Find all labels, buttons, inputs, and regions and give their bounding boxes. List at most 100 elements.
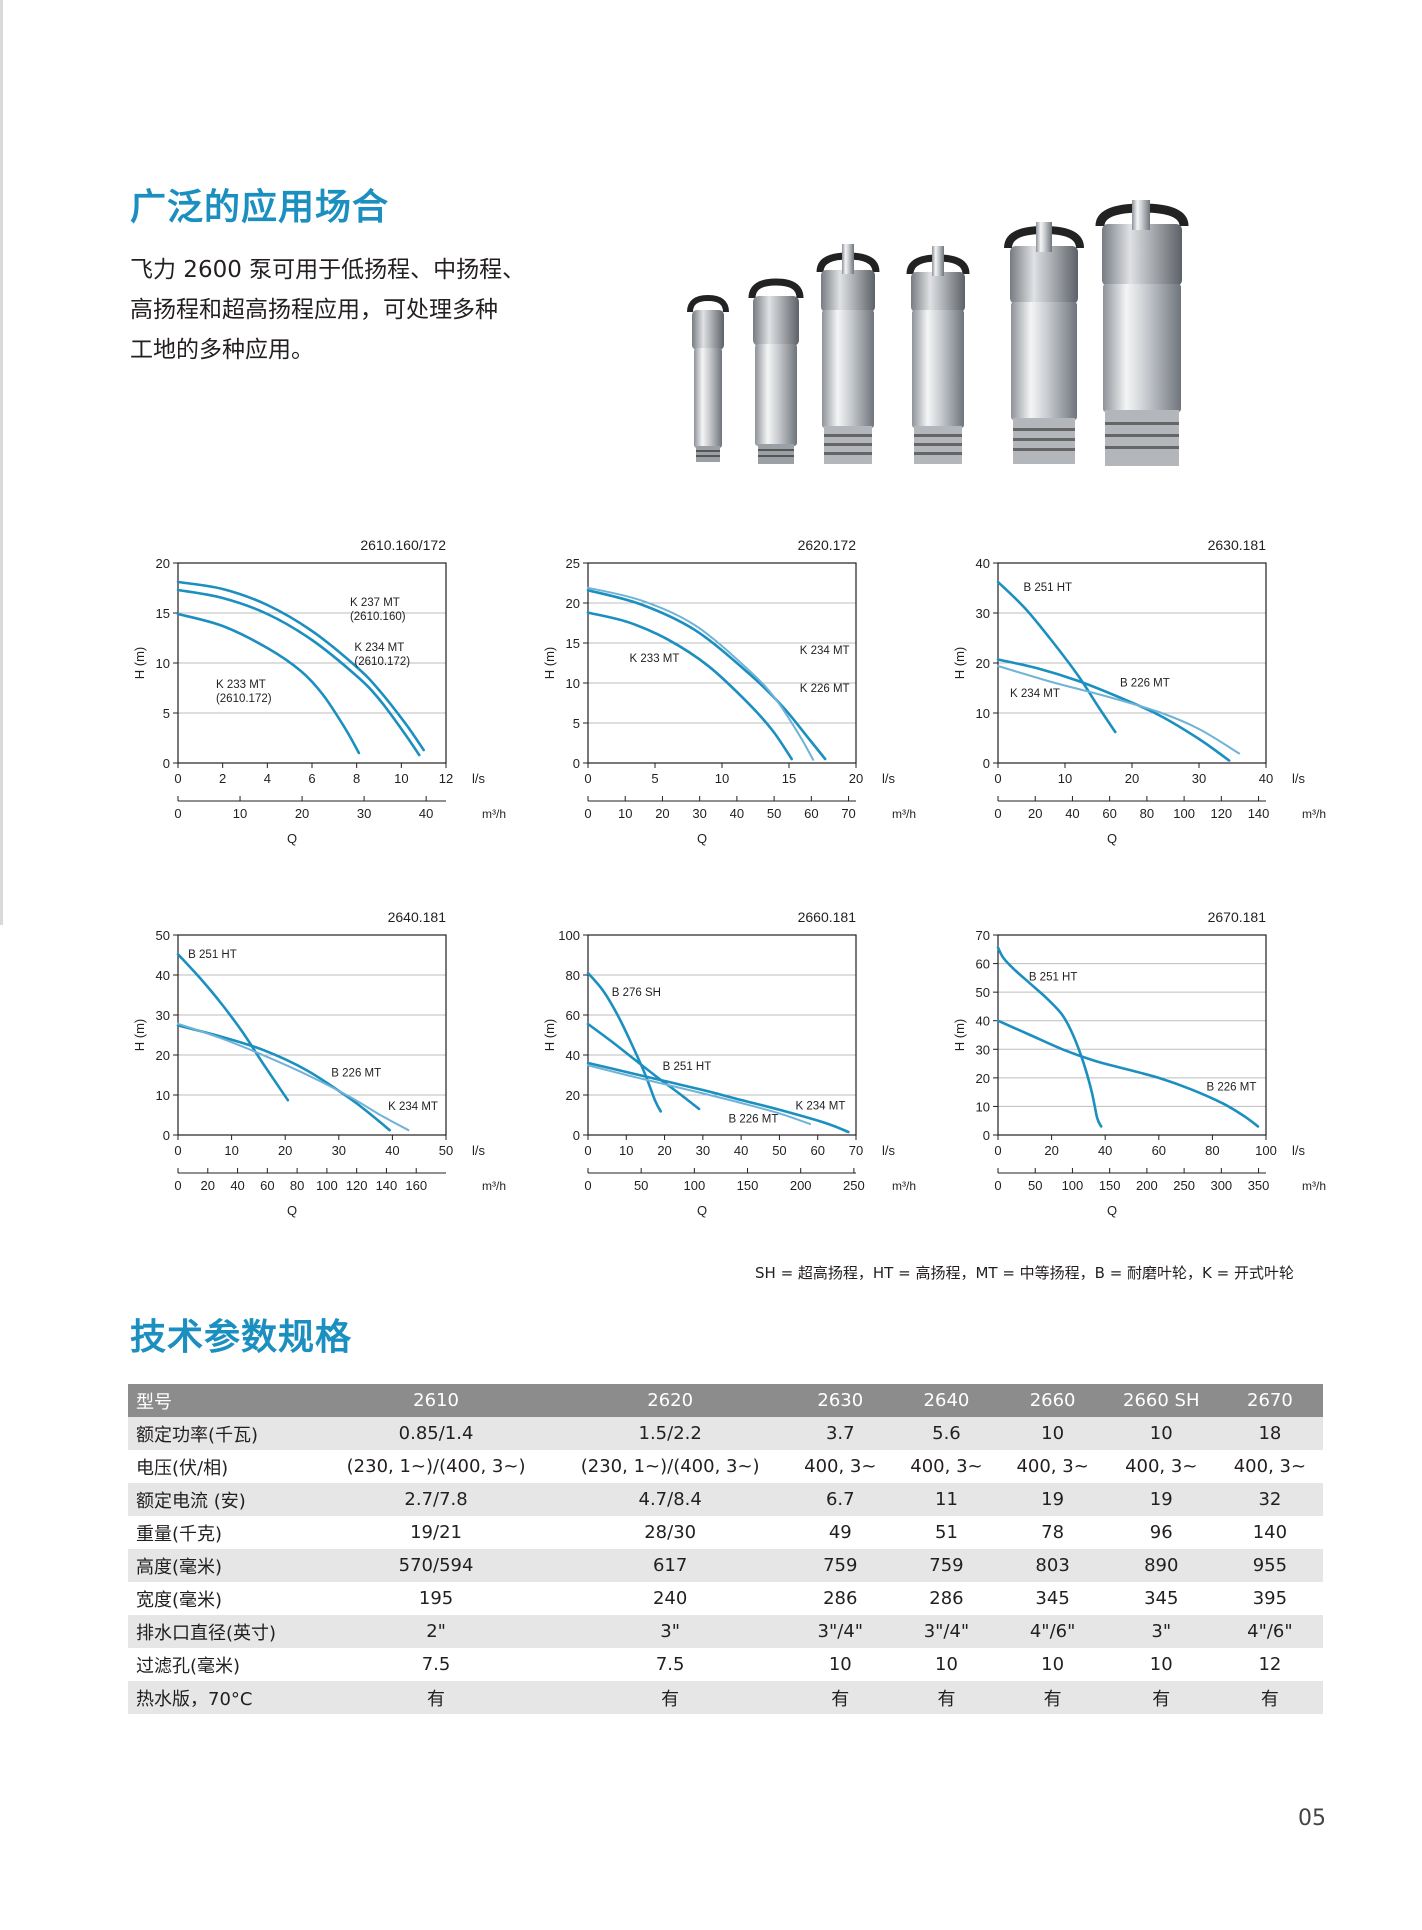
value-cell: 240 [652, 1588, 688, 1609]
plot-frame [587, 934, 857, 1136]
row-label-cell: 额定电流 (安) [128, 1483, 319, 1516]
spec-table-row: 排水口直径(英寸) 2" 3" 3"/4" 3"/4" 4"/6" 3" 4"/6" [128, 1615, 1323, 1648]
y-tick-label: 60 [976, 957, 990, 972]
page-number: 05 [1298, 1806, 1326, 1831]
value-cell: 32 [1216, 1483, 1323, 1516]
y-tick-label: 20 [156, 1048, 170, 1063]
y-tick-label: 0 [983, 1128, 990, 1143]
value-cell: 78 [1041, 1522, 1065, 1543]
page-edge-line [0, 0, 3, 925]
x2-tick-label: 70 [841, 806, 855, 821]
spec-table-header-row: 型号 2610 2620 2630 2640 2660 2660 SH 2670 [128, 1384, 1323, 1417]
x-tick-label: 40 [734, 1143, 748, 1158]
pump-curve [586, 1022, 701, 1111]
value-cell: 3"/4" [893, 1615, 1000, 1648]
x-tick-label: 40 [385, 1143, 399, 1158]
x-tick-label: 20 [278, 1143, 292, 1158]
y-tick-label: 50 [976, 985, 990, 1000]
y-tick-label: 10 [156, 656, 170, 671]
value-cell: 有 [999, 1681, 1106, 1714]
value-cell: 345 [1035, 1588, 1070, 1609]
x2-tick-label: 150 [737, 1178, 759, 1193]
x2-tick-label: 0 [994, 1178, 1001, 1193]
value-cell: 有 [787, 1681, 894, 1714]
value-cell: 0.85/1.4 [319, 1417, 554, 1450]
x2-tick-label: 80 [290, 1178, 304, 1193]
x-tick-label: 80 [1205, 1143, 1219, 1158]
x2-tick-label: 0 [994, 806, 1001, 821]
x-tick-label: 0 [584, 1143, 591, 1158]
value-cell: 28/30 [644, 1522, 697, 1543]
pump-curve [996, 946, 1103, 1128]
value-cell: 10 [1041, 1654, 1065, 1675]
x-tick-label: 60 [1152, 1143, 1166, 1158]
value-cell: 617 [553, 1549, 788, 1582]
spec-table-row: 电压(伏/相) (230, 1~)/(400, 3~) (230, 1~)/(400… [128, 1450, 1323, 1483]
abbreviation-legend: SH = 超高扬程，HT = 高扬程，MT = 中等扬程，B = 耐磨叶轮，K … [755, 1264, 1294, 1282]
curve-label: B 226 MT [1207, 1082, 1257, 1094]
curve-label: (2610.160) [350, 611, 406, 623]
y-tick-label: 10 [566, 676, 580, 691]
pump-figure [906, 246, 970, 464]
value-cell: 286 [929, 1588, 964, 1609]
x-tick-label: 10 [715, 771, 729, 786]
value-cell: 2.7/7.8 [319, 1483, 554, 1516]
curve-label: K 233 MT [630, 653, 680, 665]
value-cell: 759 [893, 1549, 1000, 1582]
x2-tick-label: 250 [1173, 1178, 1195, 1193]
plot-frame [997, 934, 1267, 1136]
pump-curve-chart: 2660.181 0 20 40 60 80 100 H (m) 0 10 20 30 40 50 60 70… [538, 900, 928, 1250]
y-tick-label: 40 [976, 1014, 990, 1029]
x2-tick-label: 160 [405, 1178, 427, 1193]
x-tick-label: 60 [810, 1143, 824, 1158]
x2-tick-label: 50 [767, 806, 781, 821]
value-cell: 803 [999, 1549, 1106, 1582]
y-tick-label: 70 [976, 928, 990, 943]
value-cell: 400, 3~ [1125, 1456, 1198, 1477]
x2-tick-label: 40 [730, 806, 744, 821]
x2-tick-label: 60 [260, 1178, 274, 1193]
x-unit-label: l/s [1292, 771, 1306, 786]
value-cell: 759 [787, 1549, 894, 1582]
row-label-cell: 排水口直径(英寸) [128, 1615, 319, 1648]
value-cell: 3" [1105, 1615, 1217, 1648]
value-cell: 4"/6" [999, 1615, 1106, 1648]
value-cell: 400, 3~ [910, 1456, 983, 1477]
y-axis-label: H (m) [542, 647, 557, 680]
value-cell: 19/21 [410, 1522, 462, 1543]
curve-label: B 251 HT [663, 1061, 712, 1073]
plot-frame [177, 934, 447, 1136]
value-cell: (230, 1~)/(400, 3~) [580, 1456, 760, 1477]
chart-title: 2670.181 [1208, 909, 1267, 925]
chart-title: 2660.181 [798, 909, 857, 925]
x2-tick-label: 200 [790, 1178, 812, 1193]
x-axis-label: Q [287, 1203, 297, 1218]
intro-line: 飞力 2600 泵可用于低扬程、中扬程、 [130, 257, 526, 283]
y-tick-label: 20 [976, 656, 990, 671]
x2-tick-label: 30 [692, 806, 706, 821]
header-cell: 2610 [319, 1384, 554, 1417]
value-cell: 400, 3~ [1233, 1456, 1307, 1477]
y-tick-label: 30 [976, 1042, 990, 1057]
x-axis-label: Q [1107, 831, 1117, 846]
x-tick-label: 100 [1255, 1143, 1277, 1158]
value-cell: 51 [935, 1522, 958, 1543]
section-title-specifications: 技术参数规格 [130, 1317, 353, 1358]
x-tick-label: 20 [1125, 771, 1139, 786]
x2-tick-label: 60 [804, 806, 818, 821]
value-cell: 286 [823, 1588, 858, 1609]
y-tick-label: 15 [566, 636, 580, 651]
x-tick-label: 20 [1044, 1143, 1058, 1158]
value-cell: 955 [1216, 1549, 1323, 1582]
curve-label: K 237 MT [350, 597, 400, 609]
x2-tick-label: 200 [1136, 1178, 1158, 1193]
x2-tick-label: 10 [233, 806, 247, 821]
x-tick-label: 20 [657, 1143, 671, 1158]
x-unit-label: l/s [472, 1143, 486, 1158]
y-tick-label: 100 [558, 928, 580, 943]
x2-unit-label: m³/h [1302, 807, 1326, 821]
curve-label: B 251 HT [188, 949, 237, 961]
pump-curve [176, 1024, 392, 1132]
x2-tick-label: 20 [655, 806, 669, 821]
curve-label: (2610.172) [354, 656, 410, 668]
